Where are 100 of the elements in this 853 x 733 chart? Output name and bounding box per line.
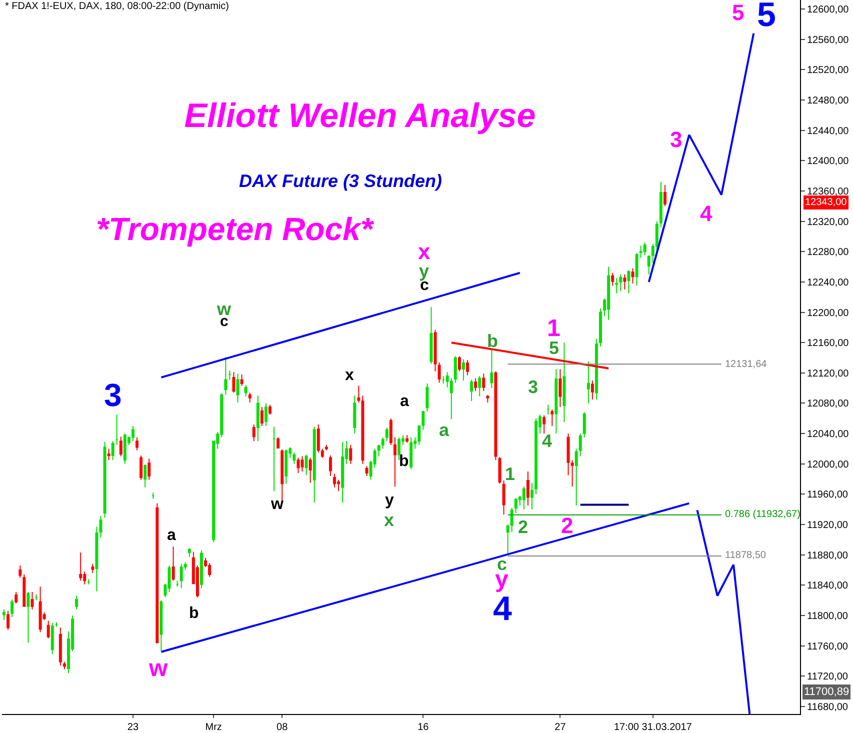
- candlestick: [34, 594, 38, 601]
- candlestick: [152, 492, 155, 500]
- x-tick-label: 08: [276, 722, 288, 733]
- candlestick: [562, 342, 566, 423]
- candlestick: [502, 480, 506, 516]
- y-tick-label: 12440,00: [807, 126, 850, 137]
- annotation: 2: [518, 517, 528, 537]
- ref-line-label: 0.786 (11932,67): [725, 509, 800, 520]
- candlestick: [46, 620, 50, 639]
- candlestick: [180, 563, 183, 589]
- candlestick: [50, 622, 54, 655]
- annotation: a: [167, 527, 176, 544]
- candlestick: [252, 424, 256, 442]
- candlestick: [308, 457, 312, 484]
- x-tick-label: 17:00 31.03.2017: [614, 722, 692, 733]
- annotation: 2: [561, 513, 574, 538]
- annotation: x: [345, 367, 354, 384]
- y-tick-label: 12040,00: [807, 429, 850, 440]
- candlestick: [623, 274, 626, 290]
- x-tick-label: 23: [127, 722, 139, 733]
- candlestick: [582, 412, 586, 438]
- candlestick: [627, 270, 630, 294]
- candlestick: [328, 455, 332, 476]
- candlestick: [410, 436, 413, 470]
- annotation: 4: [542, 431, 552, 451]
- candlestick: [389, 418, 392, 446]
- candlestick: [586, 361, 590, 404]
- candlestick: [107, 448, 110, 461]
- candlestick: [264, 402, 268, 426]
- candlestick: [462, 358, 465, 381]
- candlestick: [123, 433, 126, 464]
- candlestick: [224, 356, 228, 396]
- candlestick: [385, 426, 388, 442]
- candlestick: [244, 384, 248, 397]
- candlestick: [144, 464, 147, 488]
- candlestick: [30, 591, 34, 610]
- y-tick-label: 12200,00: [807, 308, 850, 319]
- candlestick: [530, 482, 534, 510]
- candlestick: [256, 395, 260, 442]
- y-tick-label: 11720,00: [807, 672, 848, 683]
- candlestick: [316, 424, 320, 453]
- candlestick: [599, 308, 602, 347]
- ref-line-label: 12131,64: [725, 359, 768, 370]
- x-tick-label: Mrz: [205, 722, 222, 733]
- candlestick: [115, 414, 118, 446]
- candlestick: [232, 372, 236, 394]
- y-tick-label: 12560,00: [807, 34, 850, 46]
- candlestick: [312, 426, 316, 504]
- candlestick: [87, 578, 90, 585]
- candlestick: [619, 274, 622, 292]
- candlestick: [240, 374, 244, 386]
- candlestick: [79, 552, 82, 582]
- candlestick: [14, 591, 18, 604]
- candlestick: [324, 444, 328, 451]
- candlestick: [38, 586, 42, 633]
- candlestick: [6, 610, 10, 630]
- candlestick: [26, 591, 30, 644]
- annotation: a: [400, 393, 409, 410]
- candlestick: [458, 356, 461, 372]
- candlestick: [398, 436, 400, 461]
- annotation: 3: [104, 377, 122, 413]
- y-tick-label: 12000,00: [807, 459, 850, 470]
- candlestick: [228, 370, 232, 380]
- y-tick-label: 12080,00: [807, 398, 850, 410]
- candlestick: [611, 272, 614, 286]
- candlestick: [156, 502, 159, 644]
- ref-line-label: 11878,50: [725, 550, 766, 561]
- annotation: x: [384, 510, 394, 530]
- candlestick: [91, 563, 94, 574]
- candlestick: [635, 252, 638, 286]
- candlestick: [276, 436, 280, 448]
- candlestick: [534, 418, 538, 495]
- candlestick: [426, 383, 429, 412]
- y-tick-label: 12120,00: [807, 368, 850, 380]
- candlestick: [393, 436, 396, 488]
- candlestick: [260, 406, 264, 426]
- y-tick-label: 11920,00: [807, 520, 848, 532]
- candlestick: [349, 444, 352, 464]
- candlestick: [296, 457, 300, 474]
- candlestick: [272, 426, 276, 492]
- y-tick-label: 11960,00: [807, 490, 848, 501]
- candlestick: [522, 486, 526, 510]
- y-tick-label: 11880,00: [807, 550, 848, 562]
- candlestick: [248, 392, 252, 403]
- y-tick-label: 11680,00: [807, 702, 848, 713]
- candlestick: [434, 329, 437, 372]
- candlestick: [490, 348, 494, 389]
- annotation: b: [189, 605, 199, 622]
- candlestick: [10, 599, 14, 618]
- candlestick: [361, 395, 364, 464]
- candlestick: [333, 473, 336, 488]
- candlestick: [304, 454, 308, 476]
- candlestick: [341, 441, 344, 504]
- candlestick: [111, 440, 114, 461]
- candlestick: [558, 368, 562, 408]
- candlestick: [474, 378, 478, 392]
- text: DAX Future (3 Stunden): [239, 171, 442, 191]
- annotation: b: [399, 453, 409, 470]
- annotation: 5: [757, 0, 776, 34]
- candlestick: [292, 452, 296, 464]
